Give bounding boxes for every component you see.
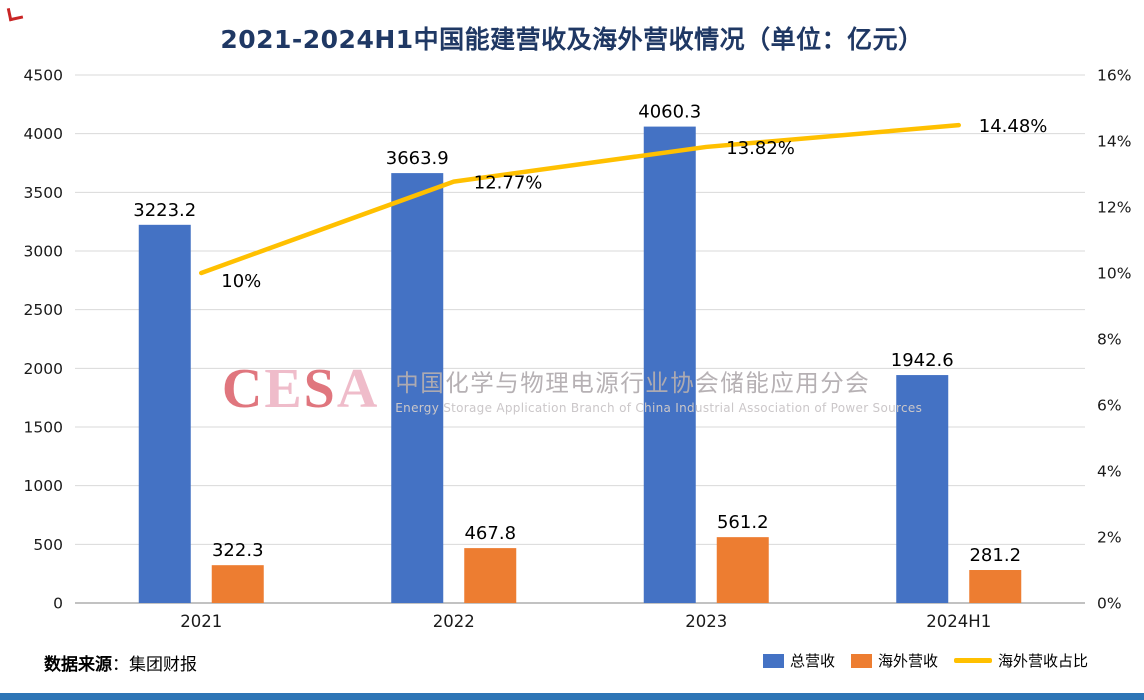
left-axis-tick: 500 <box>33 536 63 554</box>
bar-总营收 <box>391 173 444 603</box>
data-source-value: ：集团财报 <box>112 655 197 675</box>
right-axis-tick: 10% <box>1097 265 1131 283</box>
left-axis-tick: 1000 <box>24 477 63 495</box>
left-axis-tick: 2500 <box>24 301 63 319</box>
data-source: 数据来源：集团财报 <box>44 650 197 675</box>
category-label: 2022 <box>433 612 475 631</box>
line-point-label: 10% <box>221 271 261 292</box>
legend-swatch-total-revenue <box>762 653 784 668</box>
legend-swatch-overseas-ratio <box>953 658 992 663</box>
left-axis-tick: 1500 <box>24 419 63 437</box>
chart-title: 2021-2024H1中国能建营收及海外营收情况（单位：亿元） <box>220 25 924 54</box>
data-source-label: 数据来源 <box>44 655 112 675</box>
left-axis-tick: 4500 <box>24 67 63 85</box>
line-overseas-ratio <box>199 122 961 276</box>
legend-label-overseas-revenue: 海外营收 <box>877 652 938 670</box>
legend-item-overseas-ratio: 海外营收占比 <box>953 650 1088 671</box>
right-axis-tick: 6% <box>1097 397 1122 415</box>
red-corner-mark <box>6 5 24 22</box>
bar-value-label: 1942.6 <box>891 350 954 371</box>
category-label: 2023 <box>685 612 727 631</box>
left-axis-tick: 0 <box>53 595 63 613</box>
left-axis-tick: 3500 <box>24 184 63 202</box>
right-axis-tick: 8% <box>1097 331 1122 349</box>
left-axis-tick: 4000 <box>24 125 63 143</box>
bottom-blue-bar <box>0 693 1144 700</box>
line-point-label: 14.48% <box>979 116 1048 137</box>
line-point-label: 13.82% <box>726 138 795 159</box>
bar-value-label: 281.2 <box>969 545 1021 566</box>
category-label: 2021 <box>180 612 222 631</box>
chart-area: 0 500 1000 1500 2000 2500 3000 3500 4000 4500 0% 2%… <box>0 65 1144 640</box>
right-axis-tick: 14% <box>1097 133 1131 151</box>
bar-value-label: 467.8 <box>464 523 516 544</box>
legend-item-total-revenue: 总营收 <box>762 650 835 671</box>
bar-总营收 <box>896 375 949 603</box>
bar-value-label: 322.3 <box>212 540 264 561</box>
legend-item-overseas-revenue: 海外营收 <box>850 650 938 671</box>
right-axis-tick: 12% <box>1097 199 1131 217</box>
bar-海外营收 <box>969 570 1022 603</box>
category-label: 2024H1 <box>926 612 991 631</box>
bar-总营收 <box>138 224 191 603</box>
legend-label-total-revenue: 总营收 <box>789 652 835 670</box>
bar-海外营收 <box>464 548 517 603</box>
right-axis-tick: 16% <box>1097 67 1131 85</box>
bar-海外营收 <box>716 537 769 603</box>
bar-value-label: 561.2 <box>717 512 769 533</box>
bar-value-label: 3223.2 <box>133 200 196 221</box>
bar-总营收 <box>643 126 696 603</box>
line-point-label: 12.77% <box>474 173 543 194</box>
right-axis-tick: 2% <box>1097 529 1122 547</box>
legend-label-overseas-ratio: 海外营收占比 <box>997 652 1088 670</box>
bar-海外营收 <box>211 565 264 603</box>
bar-value-label: 4060.3 <box>638 102 701 123</box>
left-axis-tick: 2000 <box>24 360 63 378</box>
bar-value-label: 3663.9 <box>386 148 449 169</box>
chart-svg: 0 500 1000 1500 2000 2500 3000 3500 4000 4500 0% 2%… <box>24 67 1132 632</box>
left-axis-tick: 3000 <box>24 243 63 261</box>
legend: 总营收 海外营收 海外营收占比 <box>762 650 1088 671</box>
right-axis-tick: 0% <box>1097 595 1122 613</box>
legend-swatch-overseas-revenue <box>850 653 872 668</box>
right-axis-tick: 4% <box>1097 463 1122 481</box>
